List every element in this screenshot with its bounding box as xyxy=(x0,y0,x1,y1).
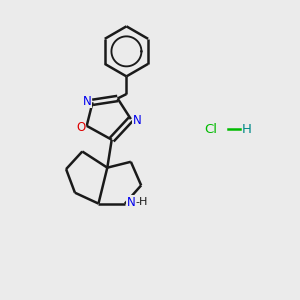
Text: Cl: Cl xyxy=(204,123,217,136)
Text: N: N xyxy=(83,94,92,108)
Text: -H: -H xyxy=(135,197,147,207)
Text: N: N xyxy=(133,114,142,127)
Text: H: H xyxy=(242,123,252,136)
Text: N: N xyxy=(127,196,136,209)
Text: O: O xyxy=(76,121,86,134)
